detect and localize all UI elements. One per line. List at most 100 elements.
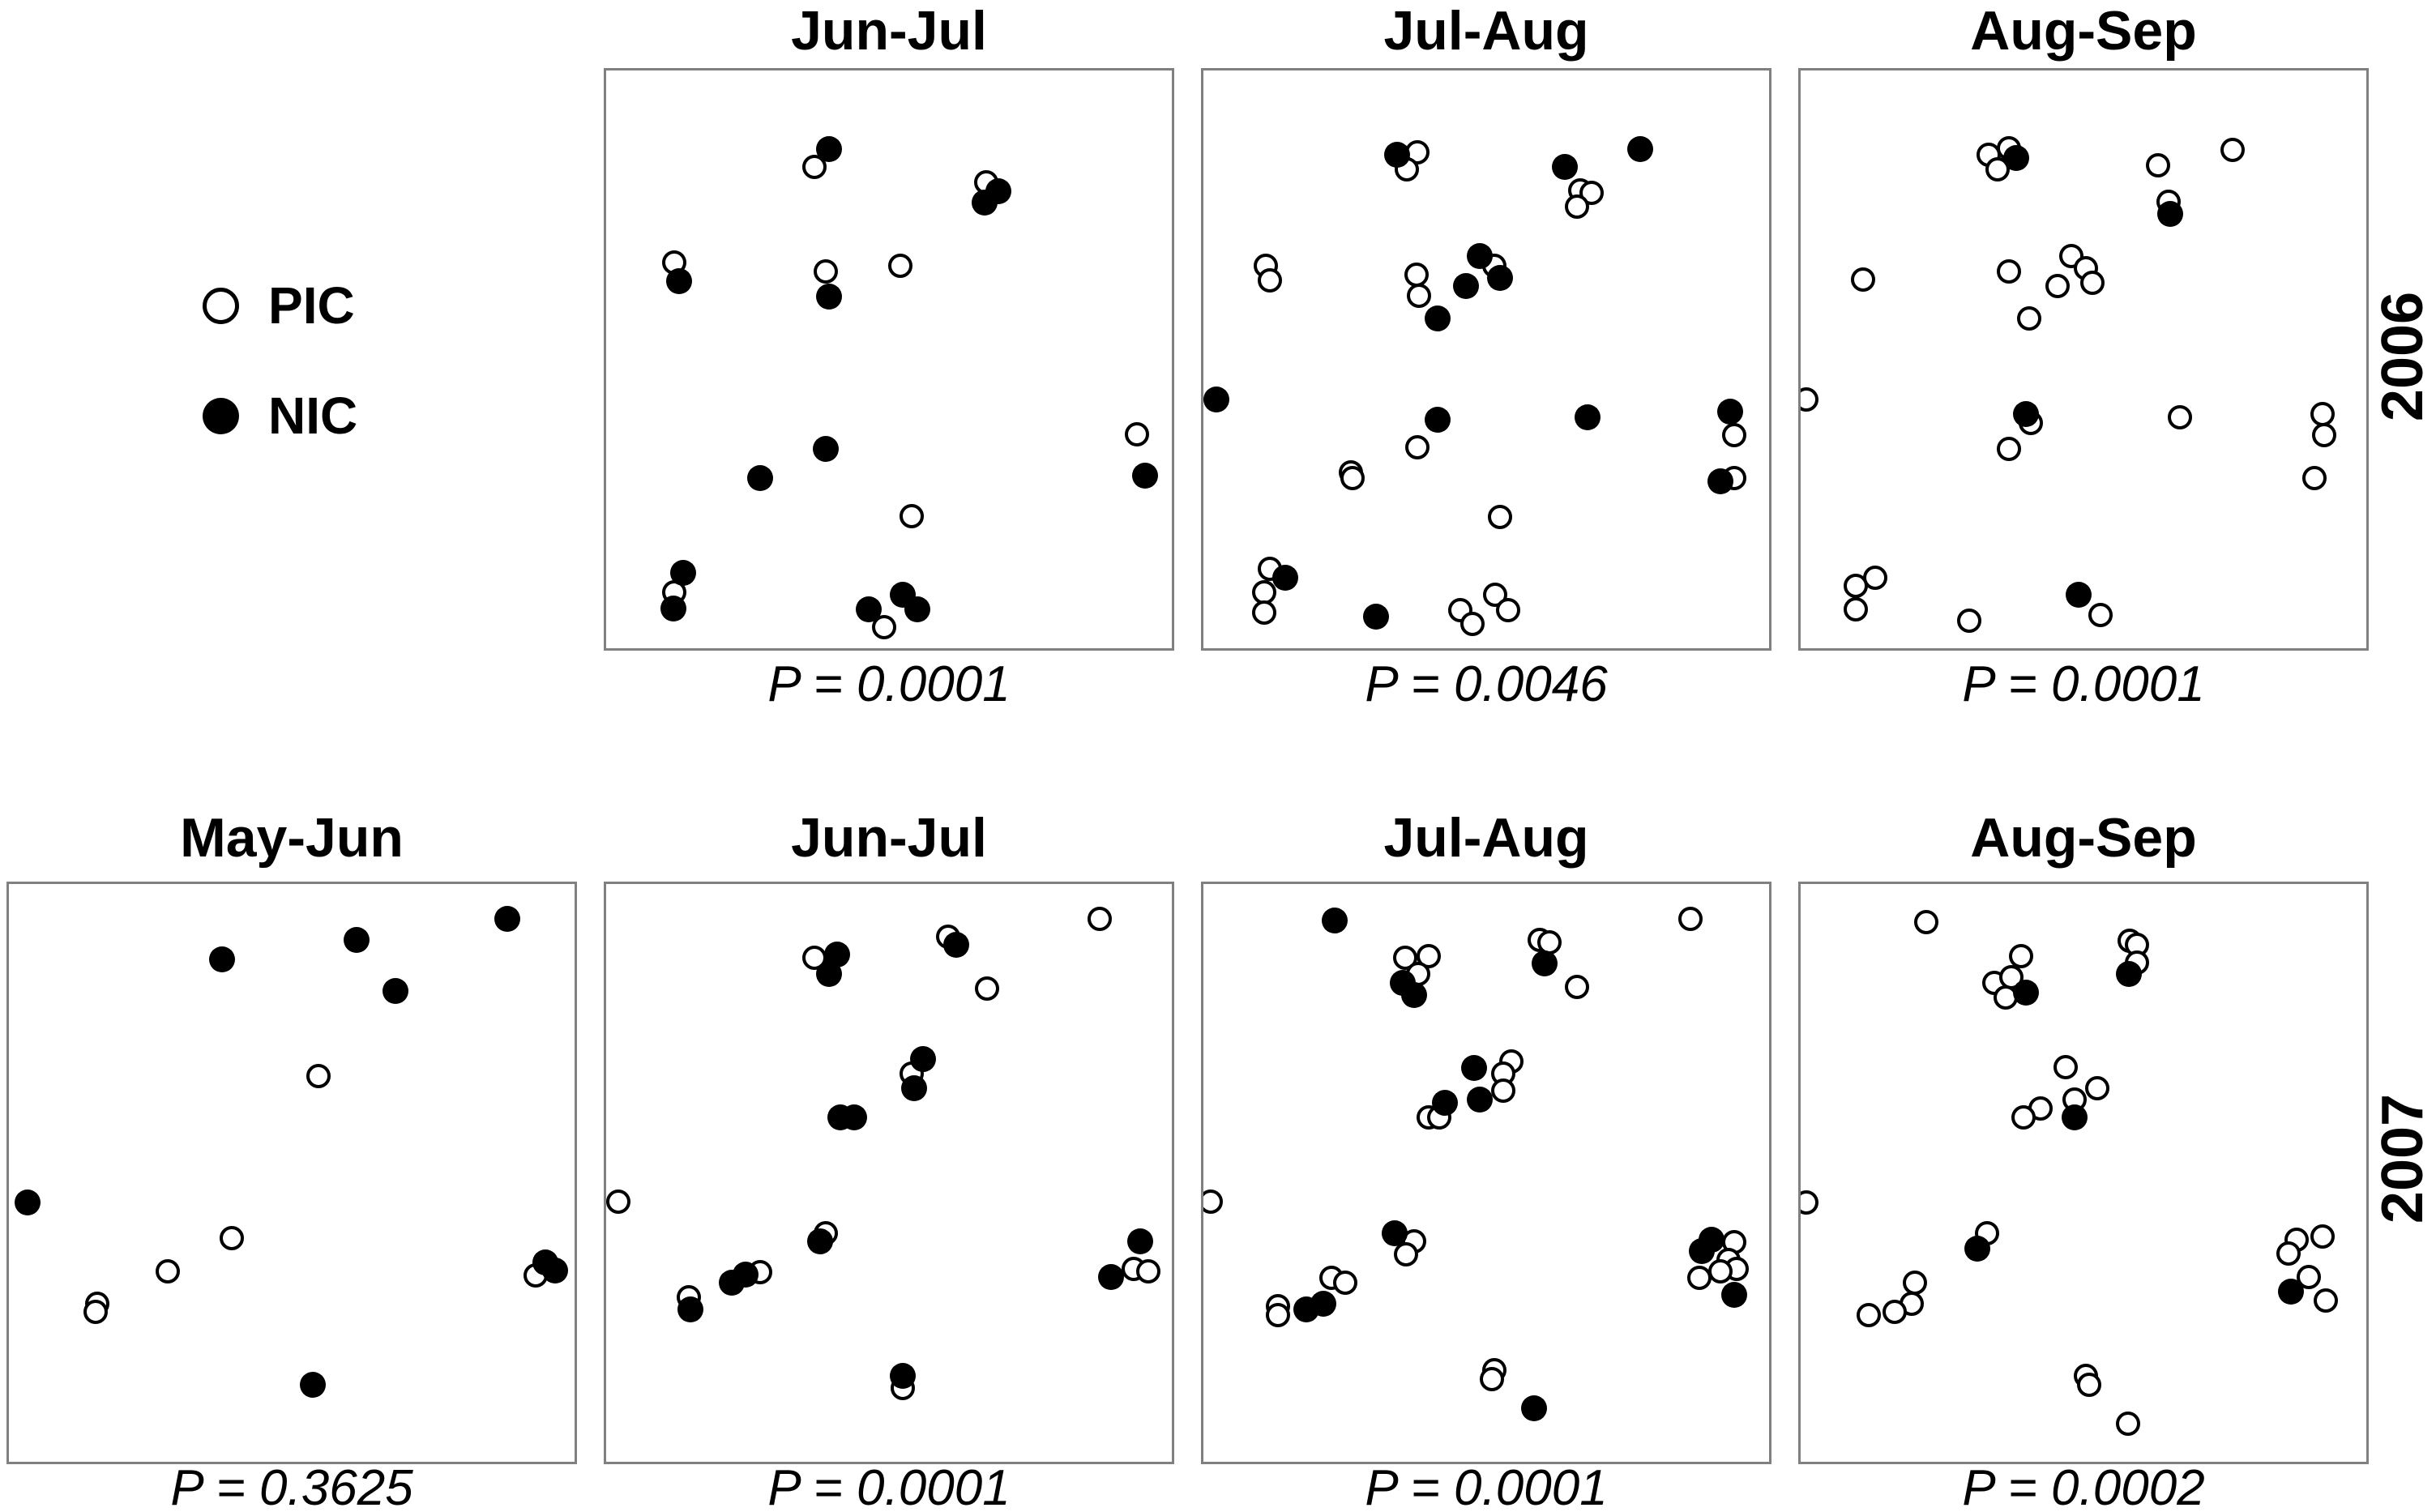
data-point-pic [220,1226,245,1251]
data-point-pic [1957,608,1982,633]
data-point-nic [1363,603,1390,630]
data-point-nic [2003,144,2030,171]
data-point-nic [1401,981,1428,1008]
panel-title: Aug-Sep [1970,0,2197,62]
data-point-pic [2085,1075,2110,1100]
data-point-pic [2276,1241,2301,1266]
data-point-nic [1424,305,1451,332]
data-point-pic [2296,1264,2321,1289]
data-point-pic [2088,603,2113,628]
p-value-label: P = 0.3625 [170,1459,413,1512]
data-point-nic [1717,398,1744,425]
panel-title: Jun-Jul [791,807,987,869]
data-point-pic [1480,1367,1505,1392]
data-point-pic [1996,259,2021,284]
data-point-pic [899,504,924,529]
p-value-label: P = 0.0046 [1365,656,1608,712]
data-point-pic [1393,1241,1418,1266]
data-point-pic [1203,1189,1224,1214]
data-point-nic [718,1269,745,1296]
data-point-pic [1124,422,1149,447]
panel-title: Jun-Jul [791,0,987,62]
data-point-pic [2313,1288,2338,1313]
data-point-nic [1424,407,1451,434]
scatter-panel [1201,68,1771,651]
data-point-nic [494,906,521,933]
scatter-panel [604,882,1174,1464]
scatter-panel [6,882,577,1464]
data-point-pic [1340,466,1365,491]
panel-title: May-Jun [180,807,404,869]
data-point-nic [666,268,693,295]
scatter-panel [1798,882,2369,1464]
data-point-pic [1087,907,1112,932]
data-point-pic [2011,1104,2036,1130]
data-point-pic [1883,1299,1908,1324]
data-point-pic [2145,153,2170,178]
legend-label-nic: NIC [268,387,358,445]
data-point-nic [1461,1055,1488,1082]
data-point-pic [1333,1270,1358,1295]
data-point-pic [2045,274,2070,299]
data-point-nic [971,190,998,216]
panel-title: Aug-Sep [1970,807,2197,869]
data-point-pic [1407,284,1432,309]
year-label-2007: 2007 [2370,1093,2435,1224]
p-value-label: P = 0.0002 [1962,1459,2205,1512]
data-point-pic [1460,612,1485,637]
data-point-pic [2310,402,2336,427]
p-value-label: P = 0.0001 [767,656,1011,712]
data-point-pic [2077,1373,2102,1398]
data-point-nic [1531,950,1558,976]
data-point-nic [299,1372,326,1399]
data-point-nic [890,1362,917,1389]
data-point-pic [606,1189,631,1214]
panel-title: Jul-Aug [1383,0,1589,62]
data-point-nic [1132,462,1159,489]
p-value-label: P = 0.0001 [1365,1459,1608,1512]
data-point-nic [813,436,840,463]
data-point-nic [1381,1220,1408,1247]
data-point-nic [14,1190,41,1216]
data-point-pic [1801,1190,1819,1215]
p-value-label: P = 0.0001 [1962,656,2205,712]
filled-circle-icon [203,397,239,434]
data-point-nic [2065,582,2092,609]
data-point-pic [1565,194,1590,220]
data-point-nic [1720,1281,1747,1308]
data-point-pic [156,1259,181,1284]
data-point-nic [1551,153,1578,180]
data-point-pic [2220,137,2245,162]
data-point-nic [1574,404,1600,430]
data-point-nic [909,1045,936,1072]
p-value-label: P = 0.0001 [767,1459,1011,1512]
data-point-pic [2311,423,2336,448]
data-point-pic [1488,504,1513,529]
data-point-pic [2116,1411,2141,1436]
data-point-nic [1321,908,1348,934]
scatter-panel [1201,882,1771,1464]
data-point-nic [2157,200,2184,227]
data-point-pic [1801,387,1819,412]
data-point-nic [1310,1290,1336,1317]
data-point-nic [2061,1104,2088,1130]
data-point-nic [670,559,697,586]
data-point-nic [1689,1237,1716,1264]
data-point-pic [1722,423,1747,448]
data-point-pic [814,259,839,284]
data-point-pic [1678,907,1703,932]
data-point-pic [974,976,999,1002]
data-point-nic [904,596,930,623]
data-point-nic [209,946,236,973]
data-point-nic [855,596,882,623]
legend-item-pic: PIC [203,275,355,335]
data-point-nic [1452,273,1479,300]
data-point-nic [1964,1236,1991,1262]
data-point-nic [660,596,687,622]
data-point-nic [344,927,370,954]
data-point-nic [2115,961,2142,988]
data-point-nic [901,1074,928,1101]
data-point-pic [1857,1303,1882,1328]
data-point-nic [841,1104,868,1130]
data-point-nic [1626,136,1653,163]
